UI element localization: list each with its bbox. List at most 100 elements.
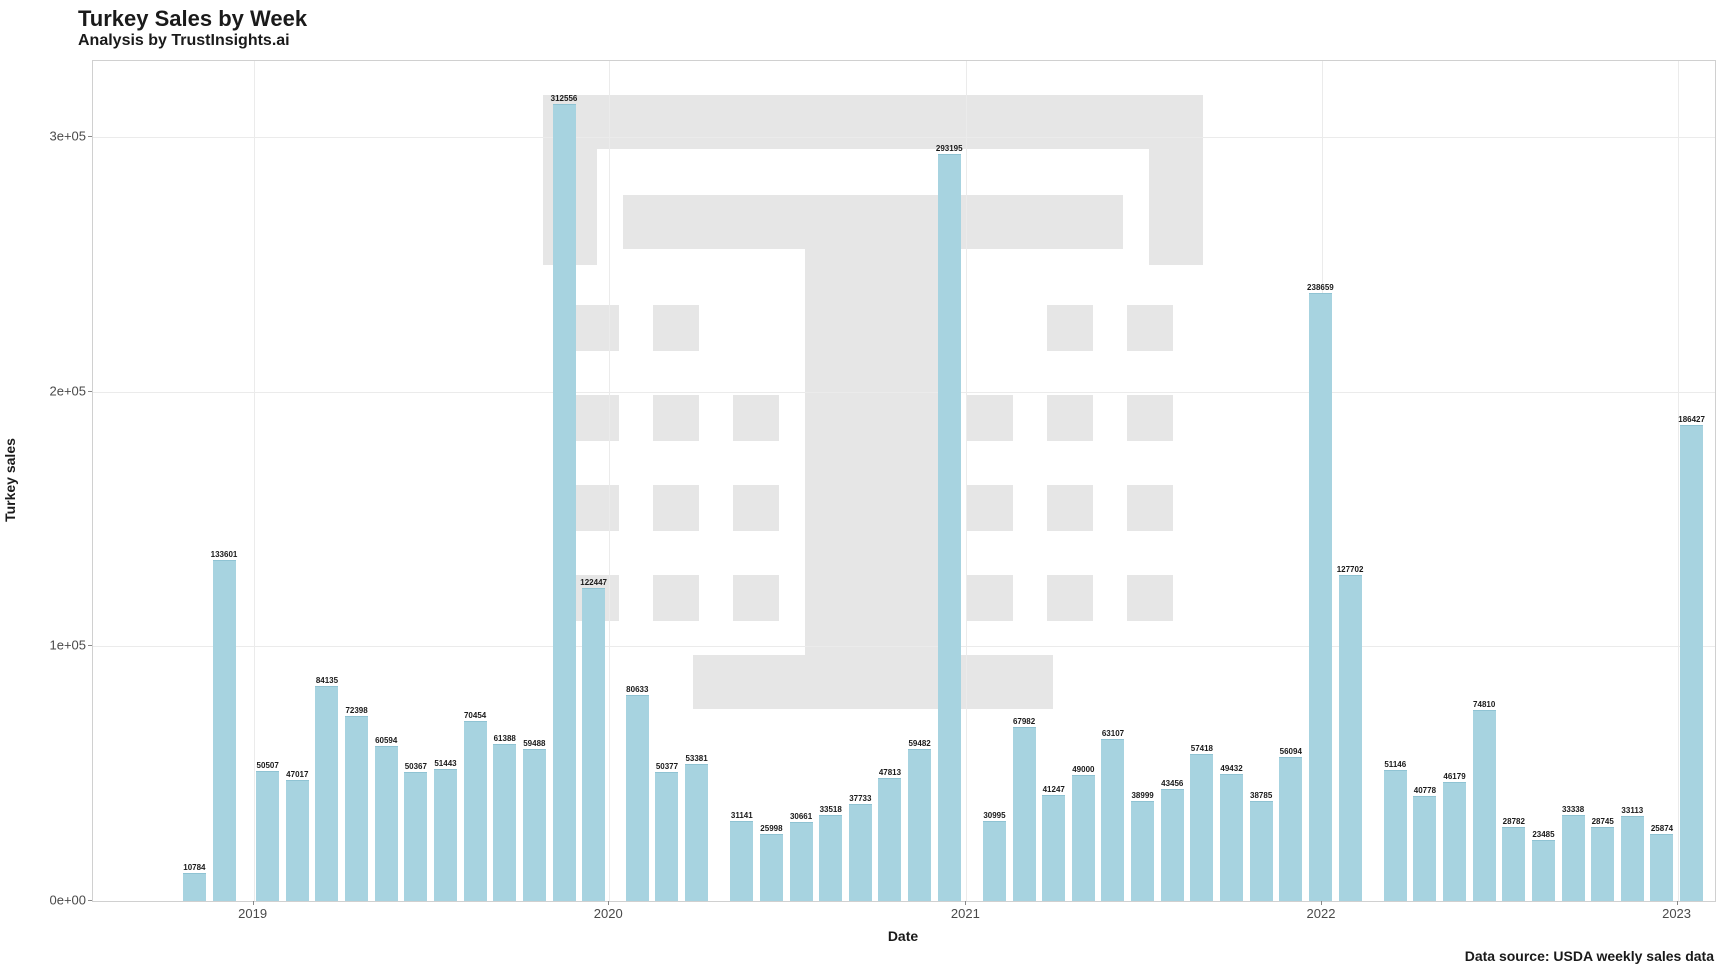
bar-value-label: 59488 (523, 739, 545, 748)
gridline-h (93, 392, 1715, 393)
bar-value-label: 57418 (1191, 744, 1213, 753)
bar-value-label: 312556 (551, 94, 578, 103)
bar (345, 716, 368, 901)
bar (1190, 754, 1213, 901)
bar (523, 749, 546, 901)
bar (1680, 425, 1703, 901)
bar-value-label: 127702 (1337, 565, 1364, 574)
bar-value-label: 50507 (257, 761, 279, 770)
bar-value-label: 238659 (1307, 283, 1334, 292)
y-axis-label: Turkey sales (2, 438, 18, 522)
chart-caption: Data source: USDA weekly sales data (1465, 948, 1714, 964)
bar-value-label: 49000 (1072, 765, 1094, 774)
bar (493, 744, 516, 901)
gridline-h (93, 901, 1715, 902)
bar-value-label: 30661 (790, 812, 812, 821)
bar (315, 686, 338, 901)
bar (375, 746, 398, 901)
bar (434, 769, 457, 901)
x-tick-mark (965, 901, 966, 905)
bar (878, 778, 901, 901)
y-tick-mark (88, 645, 92, 646)
gridline-v (609, 61, 610, 901)
bar-value-label: 50367 (405, 762, 427, 771)
chart-title: Turkey Sales by Week (78, 6, 307, 32)
bar-value-label: 186427 (1678, 415, 1705, 424)
y-tick-label: 1e+05 (26, 638, 86, 653)
bar (1131, 801, 1154, 901)
bar (908, 749, 931, 901)
bar (938, 154, 961, 901)
bar (1250, 801, 1273, 901)
bar-value-label: 59482 (908, 739, 930, 748)
gridline-v (1678, 61, 1679, 901)
bar-value-label: 53381 (685, 754, 707, 763)
bar (464, 721, 487, 901)
bar (1309, 293, 1332, 901)
bar-value-label: 50377 (656, 762, 678, 771)
bar (1161, 789, 1184, 901)
bar-value-label: 33113 (1621, 806, 1643, 815)
bar-value-label: 72398 (345, 706, 367, 715)
bar (213, 560, 236, 901)
bar (790, 822, 813, 901)
bar-value-label: 47017 (286, 770, 308, 779)
bar-value-label: 38999 (1131, 791, 1153, 800)
bar-value-label: 61388 (494, 734, 516, 743)
bar (983, 821, 1006, 901)
bar (1220, 774, 1243, 901)
bar-value-label: 56094 (1280, 747, 1302, 756)
x-axis-label: Date (888, 928, 918, 944)
bar-value-label: 47813 (879, 768, 901, 777)
bar-value-label: 293195 (936, 144, 963, 153)
bar-value-label: 43456 (1161, 779, 1183, 788)
bar (286, 780, 309, 901)
bar (1279, 757, 1302, 901)
bar-value-label: 31141 (731, 811, 753, 820)
gridline-v (966, 61, 967, 901)
bar (183, 873, 206, 901)
x-tick-label: 2019 (238, 906, 267, 921)
bar-value-label: 51443 (434, 759, 456, 768)
watermark-logo (493, 95, 1253, 855)
gridline-h (93, 646, 1715, 647)
bar-value-label: 74810 (1473, 700, 1495, 709)
y-tick-label: 3e+05 (26, 129, 86, 144)
bar (1101, 739, 1124, 901)
bar (256, 771, 279, 901)
bar-value-label: 84135 (316, 676, 338, 685)
y-tick-mark (88, 391, 92, 392)
bar (1042, 795, 1065, 901)
bar-value-label: 41247 (1043, 785, 1065, 794)
bar-value-label: 30995 (983, 811, 1005, 820)
chart-subtitle: Analysis by TrustInsights.ai (78, 32, 290, 50)
chart-container: Turkey Sales by Week Analysis by TrustIn… (0, 0, 1728, 972)
bar-value-label: 28782 (1503, 817, 1525, 826)
bar (1591, 827, 1614, 901)
bar-value-label: 25874 (1651, 824, 1673, 833)
bar-value-label: 122447 (580, 578, 607, 587)
x-tick-label: 2022 (1307, 906, 1336, 921)
bar-value-label: 70454 (464, 711, 486, 720)
bar (553, 104, 576, 901)
bar (685, 764, 708, 901)
bar (1621, 816, 1644, 901)
bar-value-label: 60594 (375, 736, 397, 745)
bar (1443, 782, 1466, 901)
bar-value-label: 40778 (1414, 786, 1436, 795)
bar-value-label: 28745 (1592, 817, 1614, 826)
x-tick-mark (1677, 901, 1678, 905)
bar-value-label: 37733 (849, 794, 871, 803)
bar (1473, 710, 1496, 901)
bar (760, 834, 783, 901)
bar-value-label: 23485 (1532, 830, 1554, 839)
bar-value-label: 33338 (1562, 805, 1584, 814)
bar (1532, 840, 1555, 901)
y-tick-label: 2e+05 (26, 383, 86, 398)
bar-value-label: 38785 (1250, 791, 1272, 800)
x-tick-label: 2023 (1662, 906, 1691, 921)
bar-value-label: 10784 (183, 863, 205, 872)
bar-value-label: 25998 (760, 824, 782, 833)
bar (582, 588, 605, 901)
bar-value-label: 51146 (1384, 760, 1406, 769)
